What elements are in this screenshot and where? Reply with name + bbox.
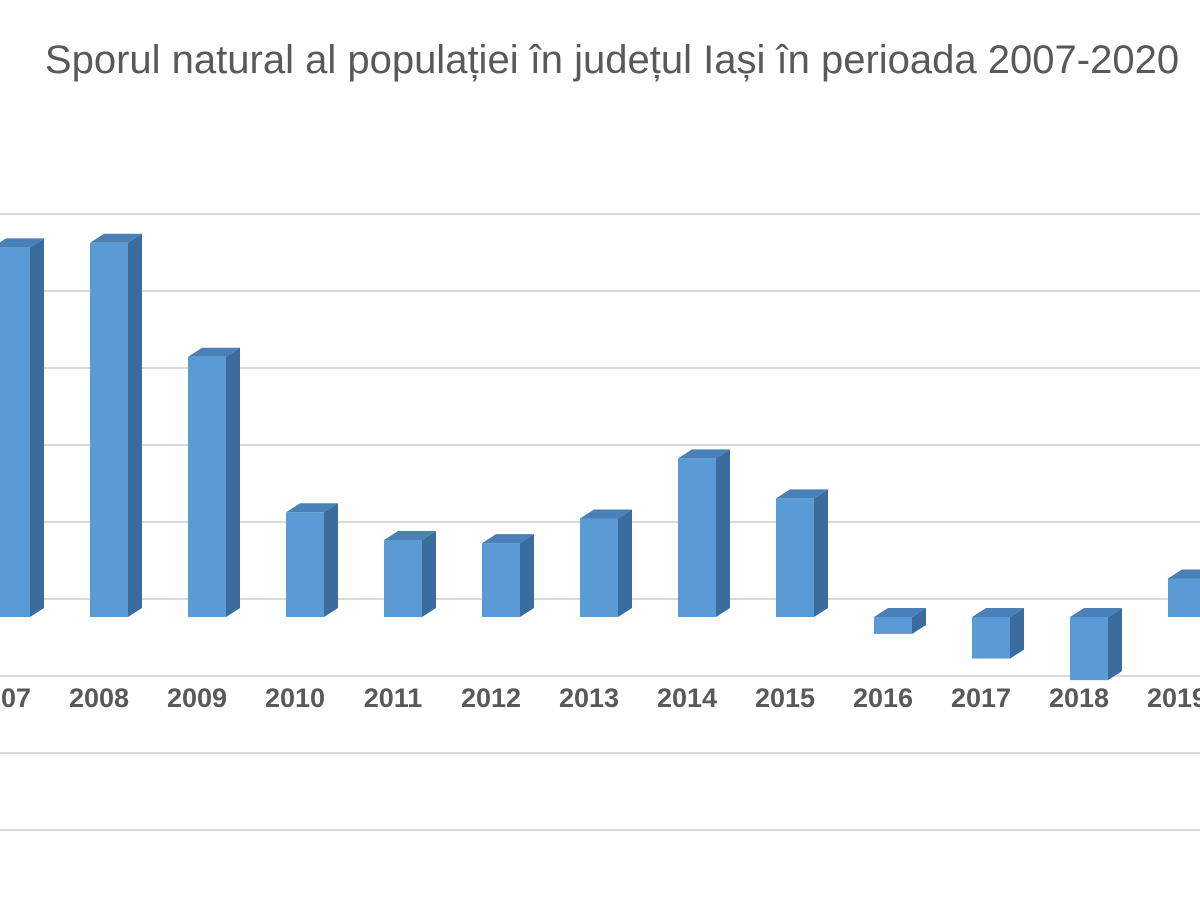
x-tick-label: 2007 [0,683,31,713]
x-tick-label: 2012 [461,683,521,713]
bar-side [618,509,632,617]
bar-top [1070,608,1122,617]
bar-top [384,531,436,540]
bar-top [678,449,730,459]
bar [1168,578,1200,617]
bar-side [30,238,44,617]
bar [1070,617,1108,681]
x-tick-label: 2016 [853,683,913,713]
bar-side [912,608,926,634]
x-tick-label: 2008 [69,683,129,713]
x-tick-label: 2015 [755,683,815,713]
bar-side [1108,608,1122,681]
x-tick-label: 2013 [559,683,619,713]
bar-top [188,347,240,357]
x-tick-label: 2019 [1147,683,1200,713]
bar [384,540,422,617]
x-tick-label: 2010 [265,683,325,713]
bar [482,543,520,617]
bar-top [482,534,534,544]
x-tick-label: 2018 [1049,683,1109,713]
bar-side [422,531,436,617]
bar-side [520,534,534,617]
bar-top [874,608,926,617]
x-tick-label: 2009 [167,683,227,713]
bar-side [716,449,730,617]
bar-top [776,489,828,499]
bar-side [226,347,240,617]
bar [188,356,226,617]
bar-side [814,489,828,617]
bar-top [286,503,338,513]
bar-side [1010,608,1024,659]
bar [90,242,128,617]
bar-top [0,238,44,248]
chart-title: Sporul natural al populației în județul … [44,38,1180,82]
bar-top [972,608,1024,617]
bar-side [128,233,142,617]
x-tick-label: 2011 [364,683,423,713]
bar [972,617,1010,659]
bar-top [90,233,142,243]
bar [0,247,30,617]
bar-top [1168,569,1200,579]
bar [776,498,814,617]
bar-side [324,503,338,617]
bar [286,512,324,617]
bar [874,617,912,634]
x-tick-label: 2014 [657,683,717,713]
bar [580,518,618,617]
bar [678,458,716,617]
x-tick-label: 2017 [951,683,1011,713]
bar-top [580,509,632,519]
